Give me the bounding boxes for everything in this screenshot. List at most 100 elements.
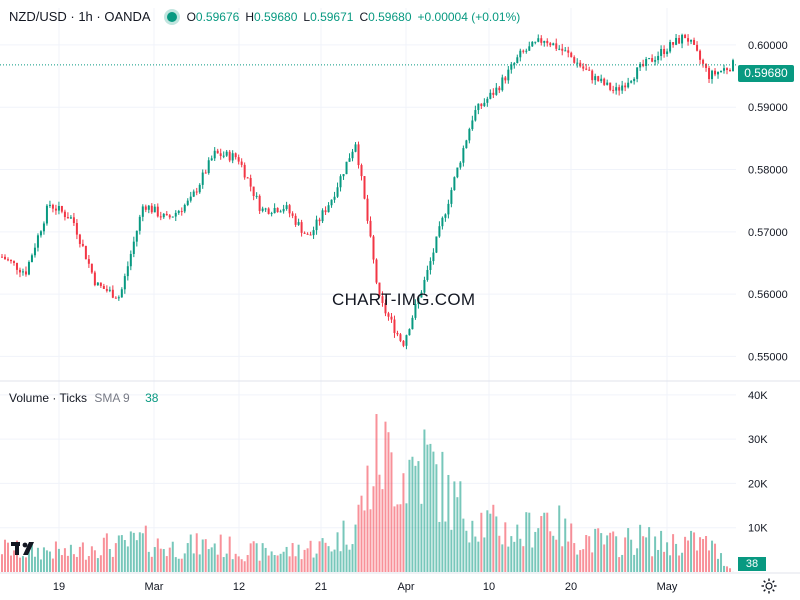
grid-lines [0,8,736,572]
candle-body [30,255,33,263]
candle-body [285,205,288,209]
volume-bar [321,538,324,572]
tradingview-logo-icon[interactable] [11,542,39,560]
volume-bar [399,504,402,572]
volume-bar [336,532,339,572]
candle-body [231,153,234,161]
volume-bar [447,474,450,572]
candle-body [282,208,285,212]
volume-bar [324,542,327,572]
volume-bar [291,543,294,572]
candle-body [705,63,708,68]
volume-bar [204,539,207,572]
candle-body [312,230,315,236]
candle-body [81,243,84,246]
volume-axis[interactable]: 40K 30K 20K 10K [748,390,768,535]
volume-bar [339,551,342,572]
volume-bar [120,535,123,572]
time-tick-label: 21 [315,581,327,593]
volume-bar [405,503,408,572]
candle-body [438,226,441,237]
volume-bar [435,464,438,572]
candle-body [99,282,102,286]
price-axis[interactable]: 0.60000 0.59000 0.58000 0.57000 0.56000 0.550… [748,40,788,364]
volume-bar [168,547,171,572]
volume-bar [588,536,591,572]
open-label: O [186,10,196,24]
candle-body [210,158,213,161]
candle-body [366,198,369,221]
candle-body [3,256,6,260]
volume-legend[interactable]: Volume · Ticks SMA 9 38 [9,390,158,406]
candle-body [162,213,165,218]
candle-body [93,272,96,286]
volume-bar [63,548,66,572]
candle-body [483,102,486,107]
candle-body [69,217,72,219]
volume-bar [594,528,597,572]
candle-body [675,37,678,45]
candle-body [96,282,99,286]
candle-body [126,266,129,277]
candle-body [360,165,363,177]
volume-bar [714,543,717,572]
volume-bar [510,536,513,572]
candle-body [66,217,69,219]
volume-bar [693,532,696,572]
candle-body [75,223,78,235]
volume-bar [615,536,618,572]
volume-bar [138,532,141,572]
candle-body [132,241,135,254]
low-label: L [303,10,311,24]
candle-body [303,232,306,234]
candle-body [639,63,642,68]
last-volume-tag: 38 [738,557,766,571]
volume-bar [150,556,153,572]
candle-body [696,44,699,51]
volume-bar [423,429,426,572]
high-value: 0.59680 [253,10,298,24]
volume-bar [654,536,657,572]
volume-bar [255,543,258,572]
volume-bar [33,556,36,572]
volume-bar [54,541,57,572]
candle-body [723,68,726,71]
volume-bar [357,504,360,572]
candle-body [468,129,471,141]
volume-bar [207,549,210,572]
candle-body [642,63,645,66]
volume-bar [675,543,678,572]
candle-body [87,259,90,264]
candle-body [501,77,504,91]
volume-bar [36,547,39,572]
volume-bar [708,550,711,572]
candle-body [258,195,261,211]
candle-body [123,276,126,290]
volume-bar [24,557,27,572]
volume-bar [141,533,144,572]
market-status-icon[interactable] [166,12,177,22]
candle-body [546,40,549,44]
volume-bar [330,551,333,572]
symbol-title[interactable]: NZD/USD · 1h · OANDA [9,9,151,24]
candle-body [270,213,273,215]
volume-bar [450,529,453,572]
volume-bar [243,561,246,572]
volume-bar [672,534,675,572]
volume-bar [249,543,252,572]
time-tick-label: 12 [233,581,245,593]
candle-body [396,332,399,335]
candle-body [690,39,693,42]
volume-bar [663,551,666,572]
candle-body [18,269,21,273]
volume-bars [1,414,735,572]
candle-body [156,206,159,217]
candle-body [60,205,63,212]
volume-bar [264,547,267,572]
close-label: C [359,10,369,24]
candle-body [420,292,423,298]
volume-bar [360,495,363,572]
time-axis[interactable]: 19 Mar 12 21 Apr 10 20 May [53,581,678,593]
settings-gear-icon[interactable] [761,578,777,594]
